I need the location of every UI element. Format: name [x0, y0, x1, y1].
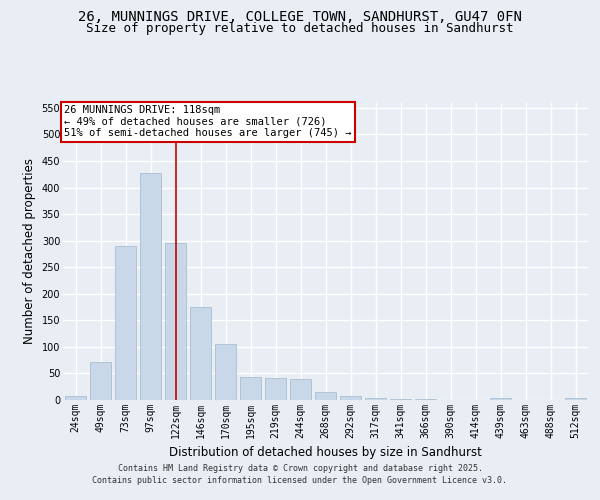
Text: 26, MUNNINGS DRIVE, COLLEGE TOWN, SANDHURST, GU47 0FN: 26, MUNNINGS DRIVE, COLLEGE TOWN, SANDHU… — [78, 10, 522, 24]
Bar — [215, 344, 236, 400]
Bar — [315, 392, 336, 400]
Bar — [340, 396, 361, 400]
Text: Size of property relative to detached houses in Sandhurst: Size of property relative to detached ho… — [86, 22, 514, 35]
Bar — [365, 398, 386, 400]
Text: 26 MUNNINGS DRIVE: 118sqm
← 49% of detached houses are smaller (726)
51% of semi: 26 MUNNINGS DRIVE: 118sqm ← 49% of detac… — [64, 105, 352, 138]
Bar — [165, 244, 186, 400]
Bar — [140, 172, 161, 400]
Y-axis label: Number of detached properties: Number of detached properties — [23, 158, 36, 344]
Bar — [240, 377, 261, 400]
Bar — [115, 246, 136, 400]
Text: Contains HM Land Registry data © Crown copyright and database right 2025.: Contains HM Land Registry data © Crown c… — [118, 464, 482, 473]
Bar — [565, 398, 586, 400]
Bar — [190, 307, 211, 400]
Bar — [265, 378, 286, 400]
Bar — [290, 380, 311, 400]
Bar — [490, 398, 511, 400]
Bar — [90, 362, 111, 400]
Text: Contains public sector information licensed under the Open Government Licence v3: Contains public sector information licen… — [92, 476, 508, 485]
X-axis label: Distribution of detached houses by size in Sandhurst: Distribution of detached houses by size … — [169, 446, 482, 460]
Bar — [65, 396, 86, 400]
